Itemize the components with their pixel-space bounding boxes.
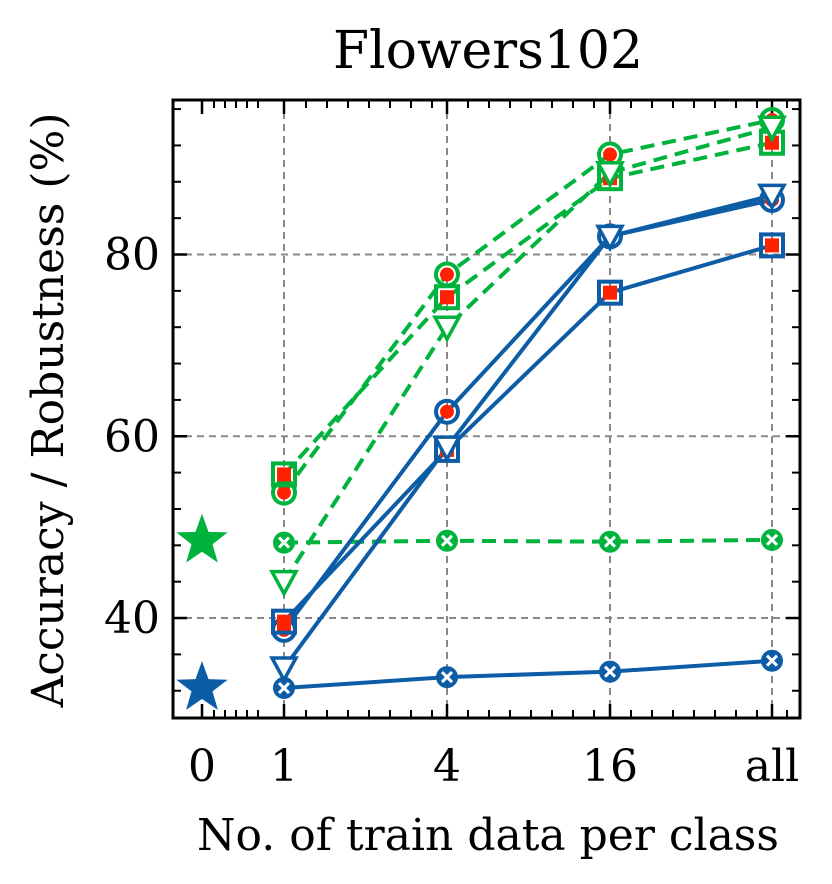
green-triangle-line <box>282 125 773 583</box>
blue-triangle-line <box>282 193 773 670</box>
axis-ticks <box>173 100 800 718</box>
blue-circle-marker <box>434 398 460 425</box>
chart-title: Flowers102 <box>333 21 643 81</box>
y-tick-label: 40 <box>104 593 160 644</box>
y-axis-label: Accuracy / Robustness (%) <box>23 112 74 708</box>
x-tick-label: 16 <box>582 741 638 792</box>
green-circle-marker <box>271 479 297 506</box>
blue-x-marker <box>599 660 621 683</box>
zero-shot-stars <box>176 513 228 710</box>
green-square-marker <box>271 461 297 488</box>
y-tick-label: 80 <box>104 230 160 281</box>
green-square-marker <box>434 284 460 311</box>
blue-x-marker <box>273 677 295 700</box>
green-triangle-marker <box>269 569 299 598</box>
green-triangle-marker <box>595 160 625 189</box>
blue-triangle-marker <box>595 224 625 252</box>
series-lines <box>282 118 773 691</box>
green-square-line <box>282 140 773 476</box>
green-triangle-marker <box>757 115 787 143</box>
y-tick-label: 60 <box>104 411 160 462</box>
plot-frame <box>171 98 802 720</box>
x-tick-label: all <box>745 741 799 792</box>
blue-square-line <box>282 243 773 624</box>
tick-labels: 0 1 4 16 all 40 60 80 <box>104 230 799 793</box>
blue-triangle-marker <box>269 656 299 684</box>
zero-shot-blue-star <box>176 661 228 710</box>
blue-square-marker <box>271 608 297 635</box>
series-markers <box>269 106 787 700</box>
zero-shot-green-star <box>176 513 228 563</box>
blue-triangle-marker <box>432 435 462 463</box>
blue-x-marker <box>761 649 783 672</box>
green-x-marker <box>436 529 458 552</box>
x-tick-label: 4 <box>433 741 461 792</box>
green-x-marker <box>599 530 621 553</box>
green-x-marker <box>761 528 783 551</box>
blue-x-line <box>283 658 773 691</box>
grid <box>173 100 800 718</box>
blue-x-marker <box>436 666 458 689</box>
blue-circle-line <box>282 198 773 632</box>
x-tick-label: 1 <box>270 741 298 792</box>
blue-triangle-marker <box>757 183 787 212</box>
blue-square-marker <box>759 232 785 259</box>
green-x-marker <box>273 531 295 554</box>
green-triangle-marker <box>432 315 462 343</box>
green-x-line <box>283 537 773 545</box>
x-axis-label: No. of train data per class <box>197 810 779 861</box>
x-tick-label: 0 <box>188 741 216 792</box>
blue-square-marker <box>597 279 623 306</box>
